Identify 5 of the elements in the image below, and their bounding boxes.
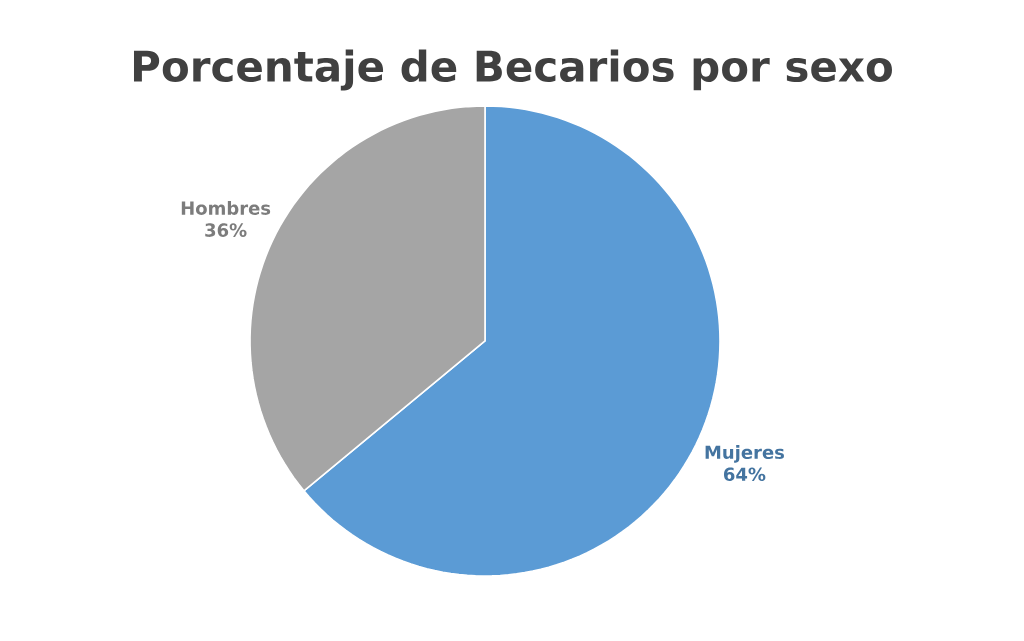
- slice-label: Hombres: [181, 200, 271, 215]
- data-label: 36%: [205, 223, 247, 237]
- chart-title: Porcentaje de Becarios por sexo: [134, 49, 892, 91]
- slice-label: Mujeres: [705, 445, 784, 463]
- data-label: 64%: [724, 467, 766, 482]
